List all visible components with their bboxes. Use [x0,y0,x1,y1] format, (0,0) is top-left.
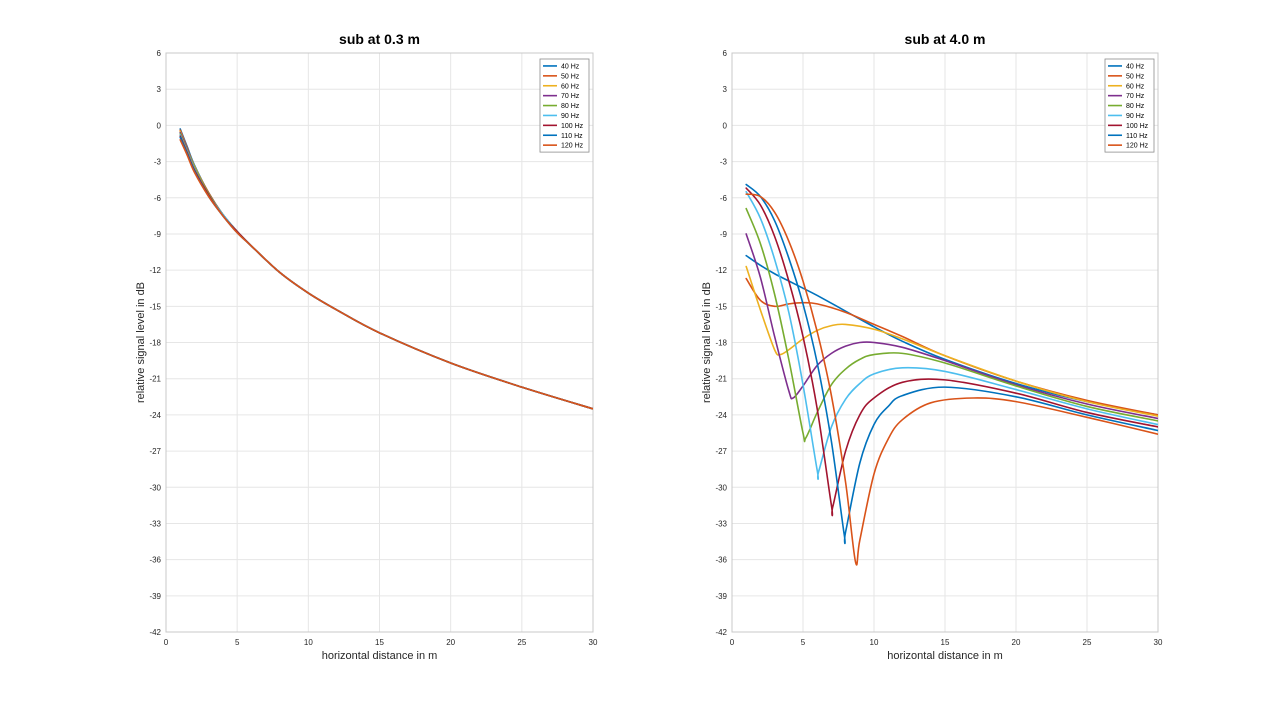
series-line-90-hz [179,134,593,410]
legend-entry: 100 Hz [561,123,584,130]
y-tick-label: -21 [715,375,727,384]
legend-entry: 60 Hz [1126,83,1145,90]
legend-entry: 100 Hz [1126,123,1149,130]
series-line-70-hz [745,233,1158,420]
y-tick-label: -27 [149,447,161,456]
y-tick-label: 6 [157,49,162,58]
x-tick-label: 25 [517,638,526,647]
legend-entry: 110 Hz [561,133,583,140]
series-line-100-hz [179,135,593,410]
series-line-80-hz [179,133,593,410]
legend-entry: 80 Hz [561,103,580,110]
series-line-110-hz [179,136,593,410]
y-tick-label: -42 [149,628,161,637]
x-tick-label: 0 [730,638,735,647]
y-tick-label: 0 [157,121,162,130]
x-tick-label: 10 [304,638,313,647]
y-tick-label: -42 [715,628,727,637]
series-line-110-hz [745,183,1158,545]
y-tick-label: -9 [154,230,162,239]
x-tick-label: 30 [589,638,598,647]
legend-entry: 90 Hz [1126,113,1145,120]
legend: 40 Hz 50 Hz 60 Hz 70 Hz 80 Hz 90 Hz 100 Hz 110 … [539,58,590,153]
y-tick-label: -30 [149,483,161,492]
x-axis-label: horizontal distance in m [322,650,438,662]
x-tick-label: 20 [1012,638,1021,647]
y-tick-label: -21 [149,375,161,384]
series-line-100-hz [745,187,1158,517]
series-line-80-hz [745,207,1158,443]
x-tick-label: 20 [446,638,455,647]
series-line-90-hz [745,190,1158,480]
y-tick-label: -15 [715,302,727,311]
y-tick-label: 3 [157,85,162,94]
y-tick-label: -36 [149,556,161,565]
y-tick-label: -33 [715,519,727,528]
legend-entry: 60 Hz [561,83,580,90]
y-tick-label: -15 [149,302,161,311]
x-axis-label: horizontal distance in m [887,650,1003,662]
legend-entry: 80 Hz [1126,103,1145,110]
legend: 40 Hz 50 Hz 60 Hz 70 Hz 80 Hz 90 Hz 100 Hz 110 … [1104,58,1155,153]
y-tick-label: -18 [149,339,161,348]
series-line-50-hz [179,129,593,410]
y-tick-label: -9 [720,230,728,239]
y-tick-label: -24 [149,411,161,420]
y-tick-label: -27 [715,447,727,456]
series-group [745,183,1158,566]
x-tick-label: 0 [164,638,169,647]
y-tick-label: -39 [715,592,727,601]
legend-entry: 40 Hz [561,63,580,70]
y-tick-label: -3 [720,158,728,167]
y-tick-label: -36 [715,556,727,565]
y-tick-label: 0 [723,121,728,130]
x-tick-label: 15 [941,638,950,647]
y-tick-label: -3 [154,158,162,167]
legend-entry: 120 Hz [561,143,584,150]
legend-entry: 70 Hz [1126,93,1145,100]
series-group [179,128,593,410]
series-line-120-hz [745,193,1158,566]
y-axis-label: relative signal level in dB [701,282,713,403]
x-tick-label: 25 [1083,638,1092,647]
chart-panel-2: 0 5 10 15 20 25 30630-3-6-9-12-15-18-21-24-27-… [701,31,1163,662]
y-tick-label: -6 [154,194,162,203]
x-tick-label: 30 [1154,638,1163,647]
y-tick-label: -39 [149,592,161,601]
plot-frame [731,52,1159,633]
x-tick-label: 5 [801,638,806,647]
series-line-40-hz [179,128,593,410]
y-axis-label: relative signal level in dB [135,282,147,403]
series-line-40-hz [745,254,1158,416]
plot-frame [165,52,594,633]
y-tick-label: 3 [723,85,728,94]
y-tick-label: -33 [149,519,161,528]
y-tick-label: -12 [715,266,727,275]
y-tick-label: -18 [715,339,727,348]
legend-entry: 110 Hz [1126,133,1148,140]
y-tick-label: -24 [715,411,727,420]
y-tick-label: -12 [149,266,161,275]
series-line-120-hz [179,139,593,410]
y-tick-label: -6 [720,194,728,203]
legend-entry: 40 Hz [1126,63,1145,70]
chart-title: sub at 0.3 m [339,31,420,47]
series-line-60-hz [745,265,1158,417]
legend-entry: 50 Hz [1126,73,1145,80]
y-tick-label: -30 [715,483,727,492]
legend-entry: 50 Hz [561,73,580,80]
series-line-70-hz [179,131,593,410]
x-tick-label: 10 [870,638,879,647]
x-tick-label: 15 [375,638,384,647]
y-tick-label: 6 [723,49,728,58]
legend-entry: 120 Hz [1126,143,1149,150]
x-tick-label: 5 [235,638,240,647]
chart-panel-1: 0 5 10 15 20 25 30630-3-6-9-12-15-18-21-24-27-… [135,31,598,662]
chart-title: sub at 4.0 m [905,31,986,47]
legend-entry: 90 Hz [561,113,580,120]
legend-entry: 70 Hz [561,93,580,100]
